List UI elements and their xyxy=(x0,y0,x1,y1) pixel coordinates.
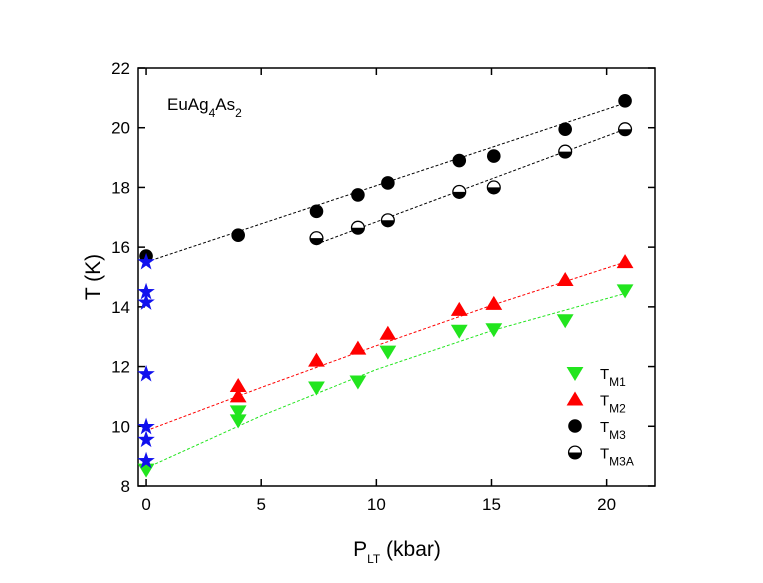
legend-label-part: T xyxy=(600,393,609,410)
triangle-down xyxy=(229,405,247,420)
y-tick-label: 22 xyxy=(111,59,130,78)
legend-label-part: M3 xyxy=(609,428,626,442)
triangle-up xyxy=(616,254,634,269)
star-marker xyxy=(137,430,155,448)
triangle-down xyxy=(349,375,367,390)
circle-marker xyxy=(309,204,324,219)
x-tick-label: 15 xyxy=(482,495,501,514)
star-marker xyxy=(137,282,155,300)
y-axis-label: T (K) xyxy=(82,254,105,300)
triangle-down xyxy=(308,381,325,396)
half-circle-fill xyxy=(568,452,582,459)
x-axis-label-part: LT xyxy=(367,552,381,566)
legend-label-part: T xyxy=(600,419,609,436)
triangle-up xyxy=(485,295,503,310)
fit-line xyxy=(145,261,626,432)
legend-marker xyxy=(568,419,582,433)
half-circle-marker xyxy=(350,220,365,235)
x-tick-label: 5 xyxy=(256,495,265,514)
star-marker xyxy=(137,293,155,310)
plot-frame xyxy=(137,67,656,487)
triangle-down xyxy=(556,314,574,329)
x-axis-label-part: (kbar) xyxy=(380,538,441,561)
triangle-up xyxy=(349,340,367,355)
triangle-up xyxy=(556,271,574,286)
legend-label-part: M3A xyxy=(609,455,634,469)
x-axis-label-part: P xyxy=(353,538,367,561)
legend-label-part: M2 xyxy=(609,402,626,416)
circle-marker xyxy=(618,94,632,108)
triangle-up xyxy=(450,301,468,316)
legend-label-part: T xyxy=(600,366,609,383)
y-tick-label: 16 xyxy=(111,238,130,257)
half-circle-marker xyxy=(452,184,467,199)
triangle-up xyxy=(229,388,247,403)
half-circle-fill xyxy=(558,151,572,158)
triangle-down xyxy=(229,414,247,429)
triangle-down xyxy=(137,463,155,478)
legend-label: TM1 xyxy=(600,366,626,389)
triangle-down xyxy=(450,324,468,339)
half-circle-marker xyxy=(309,231,324,246)
legend-label-part: M1 xyxy=(609,375,626,389)
star-marker xyxy=(137,364,155,382)
annotation-part: 2 xyxy=(235,106,242,120)
x-tick-label: 10 xyxy=(367,495,386,514)
half-circle-fill xyxy=(381,220,395,227)
half-circle-marker xyxy=(558,144,573,159)
legend-marker xyxy=(566,391,584,406)
annotation-part: 4 xyxy=(209,106,216,120)
y-tick-label: 10 xyxy=(111,417,130,436)
circle-marker xyxy=(558,122,572,137)
fit-line xyxy=(145,101,628,263)
circle-marker xyxy=(351,188,365,202)
y-tick-label: 14 xyxy=(111,298,130,317)
annotation-part: As xyxy=(215,95,235,114)
fit-line xyxy=(145,292,626,469)
circle-marker xyxy=(381,176,395,190)
legend-label-part: T xyxy=(600,446,609,463)
y-tick-label: 18 xyxy=(111,178,130,197)
y-tick-label: 20 xyxy=(111,119,130,138)
triangle-up xyxy=(308,352,325,367)
x-tick-label: 20 xyxy=(597,495,616,514)
annotation-part: EuAg xyxy=(167,95,209,114)
annotation: EuAg4As2 xyxy=(167,95,242,120)
x-axis-label: PLT (kbar) xyxy=(353,538,441,566)
triangle-up xyxy=(229,377,247,392)
half-circle-fill xyxy=(351,227,365,235)
y-tick-label: 8 xyxy=(121,477,130,496)
legend-marker xyxy=(567,445,583,460)
circle-marker xyxy=(231,228,245,242)
triangle-down xyxy=(616,284,634,299)
star-marker xyxy=(137,451,155,469)
half-circle-marker xyxy=(380,213,395,228)
circle-marker xyxy=(486,149,501,163)
circle-marker xyxy=(452,153,467,168)
x-tick-label: 0 xyxy=(141,495,150,514)
y-tick-label: 12 xyxy=(111,358,130,377)
triangle-down xyxy=(379,345,397,360)
half-circle-fill xyxy=(487,187,501,194)
triangle-up xyxy=(379,325,397,340)
legend-label: TM2 xyxy=(600,393,626,416)
half-circle-marker xyxy=(618,122,633,137)
half-circle-fill xyxy=(452,191,466,199)
star-marker xyxy=(137,417,155,435)
legend-marker xyxy=(566,367,584,381)
half-circle-fill xyxy=(310,238,323,245)
half-circle-fill xyxy=(618,129,632,136)
half-circle-marker xyxy=(486,180,501,195)
star-marker xyxy=(137,252,155,270)
legend-label: TM3A xyxy=(600,446,634,469)
triangle-down xyxy=(485,323,503,338)
legend-label: TM3 xyxy=(600,419,626,442)
